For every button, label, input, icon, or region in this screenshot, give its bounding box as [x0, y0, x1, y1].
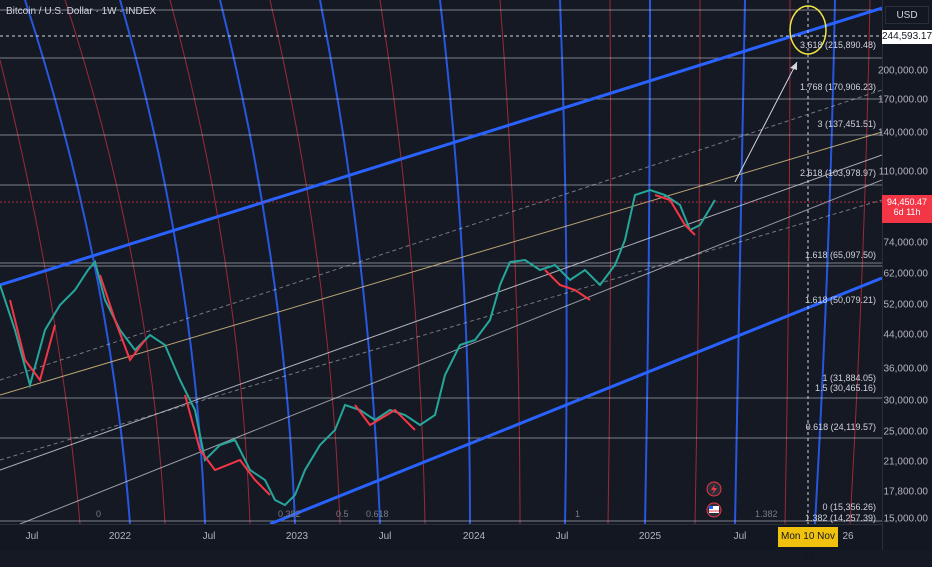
fib-label: 1.618 (65,097.50): [805, 250, 876, 260]
last-price-tag: 94,450.47 6d 11h: [882, 195, 932, 223]
time-tick: Jul: [378, 531, 392, 542]
crosshair-date-label: Mon 10 Nov '25: [778, 527, 838, 562]
time-tick: Jul: [25, 531, 39, 542]
time-tick: 2024: [462, 531, 486, 542]
fib-label: 1.382 (14,257.39): [805, 513, 876, 523]
flag-icon[interactable]: [706, 502, 722, 518]
price-tick: 200,000.00: [877, 65, 928, 77]
time-tick: 26: [842, 531, 854, 542]
price-tick: 17,800.00: [883, 486, 929, 498]
price-tick: 170,000.00: [877, 94, 928, 106]
fib-time-label: 0.5: [336, 509, 349, 519]
price-tick: 25,000.00: [883, 426, 929, 438]
time-tick: 2022: [108, 531, 132, 542]
fib-label: 3 (137,451.51): [817, 119, 876, 129]
lower-channel-line[interactable]: [269, 276, 882, 524]
fib-time-label: 0.618: [366, 509, 389, 519]
fib-label: 0.618 (24,119.57): [806, 422, 876, 432]
time-tick: Jul: [555, 531, 569, 542]
price-tick: 30,000.00: [883, 395, 929, 407]
price-tick: 15,000.00: [883, 513, 929, 525]
fib-time-label: 1: [575, 509, 580, 519]
bar-countdown: 6d 11h: [893, 207, 921, 217]
price-tick: 74,000.00: [883, 237, 929, 249]
fib-label: 1.5 (30,465.16): [815, 383, 876, 393]
price-tick: 21,000.00: [883, 456, 929, 468]
symbol-title: Bitcoin / U.S. Dollar · 1W · INDEX: [6, 6, 156, 17]
fib-label: 3.618 (215,890.48): [800, 40, 876, 50]
price-tick: 140,000.00: [877, 127, 928, 139]
price-tick: 44,000.00: [883, 329, 929, 341]
candlesticks: [0, 188, 716, 507]
fib-horizontal-lines: [0, 9, 882, 522]
time-tick: 2025: [638, 531, 662, 542]
upper-channel-line[interactable]: [0, 6, 882, 287]
currency-button[interactable]: USD: [885, 6, 929, 24]
fib-time-label: 0.382: [278, 509, 301, 519]
arrow-head: [790, 62, 797, 70]
tradingview-chart-window: { "symbol": { "title": "Bitcoin / U.S. D…: [0, 0, 932, 550]
fib-labels: 3.618 (215,890.48) 1.768 (170,906.23) 3 …: [96, 40, 876, 523]
price-tick: 36,000.00: [883, 363, 929, 375]
fib-label: 1.618 (50,079.21): [805, 295, 876, 305]
time-tick: 2023: [285, 531, 309, 542]
fib-label: 1.768 (170,906.23): [800, 82, 876, 92]
fib-arcs-blue: [24, 0, 836, 524]
arrow-line[interactable]: [734, 61, 798, 183]
crosshair-price-label: 244,593.17: [882, 30, 932, 44]
trend-line-tan[interactable]: [0, 131, 882, 396]
last-price-value: 94,450.47: [886, 197, 928, 207]
time-tick: Jul: [733, 531, 747, 542]
dashed-channel-lower: [0, 199, 882, 461]
fib-time-label: 1.382: [755, 509, 778, 519]
price-tick: 110,000.00: [878, 166, 928, 178]
trend-line-lower[interactable]: [19, 179, 882, 524]
lightning-icon[interactable]: [706, 481, 722, 497]
price-axis[interactable]: 200,000.00 170,000.00 140,000.00 110,000…: [878, 0, 932, 550]
fib-label: 0 (15,356.26): [822, 502, 876, 512]
dashed-channel-upper: [0, 89, 882, 381]
time-axis[interactable]: Jul 2022 Jul 2023 Jul 2024 Jul 2025 Jul …: [0, 524, 882, 550]
price-tick: 62,000.00: [883, 268, 929, 280]
fib-time-label: 0: [96, 509, 101, 519]
fib-label: 1 (31,884.05): [822, 373, 876, 383]
trend-line-white[interactable]: [0, 154, 882, 471]
fib-label: 2.618 (103,978.97): [800, 168, 876, 178]
time-tick: Jul: [202, 531, 216, 542]
price-chart[interactable]: 3.618 (215,890.48) 1.768 (170,906.23) 3 …: [0, 0, 882, 524]
target-ellipse[interactable]: [789, 5, 827, 55]
price-tick: 52,000.00: [883, 299, 929, 311]
